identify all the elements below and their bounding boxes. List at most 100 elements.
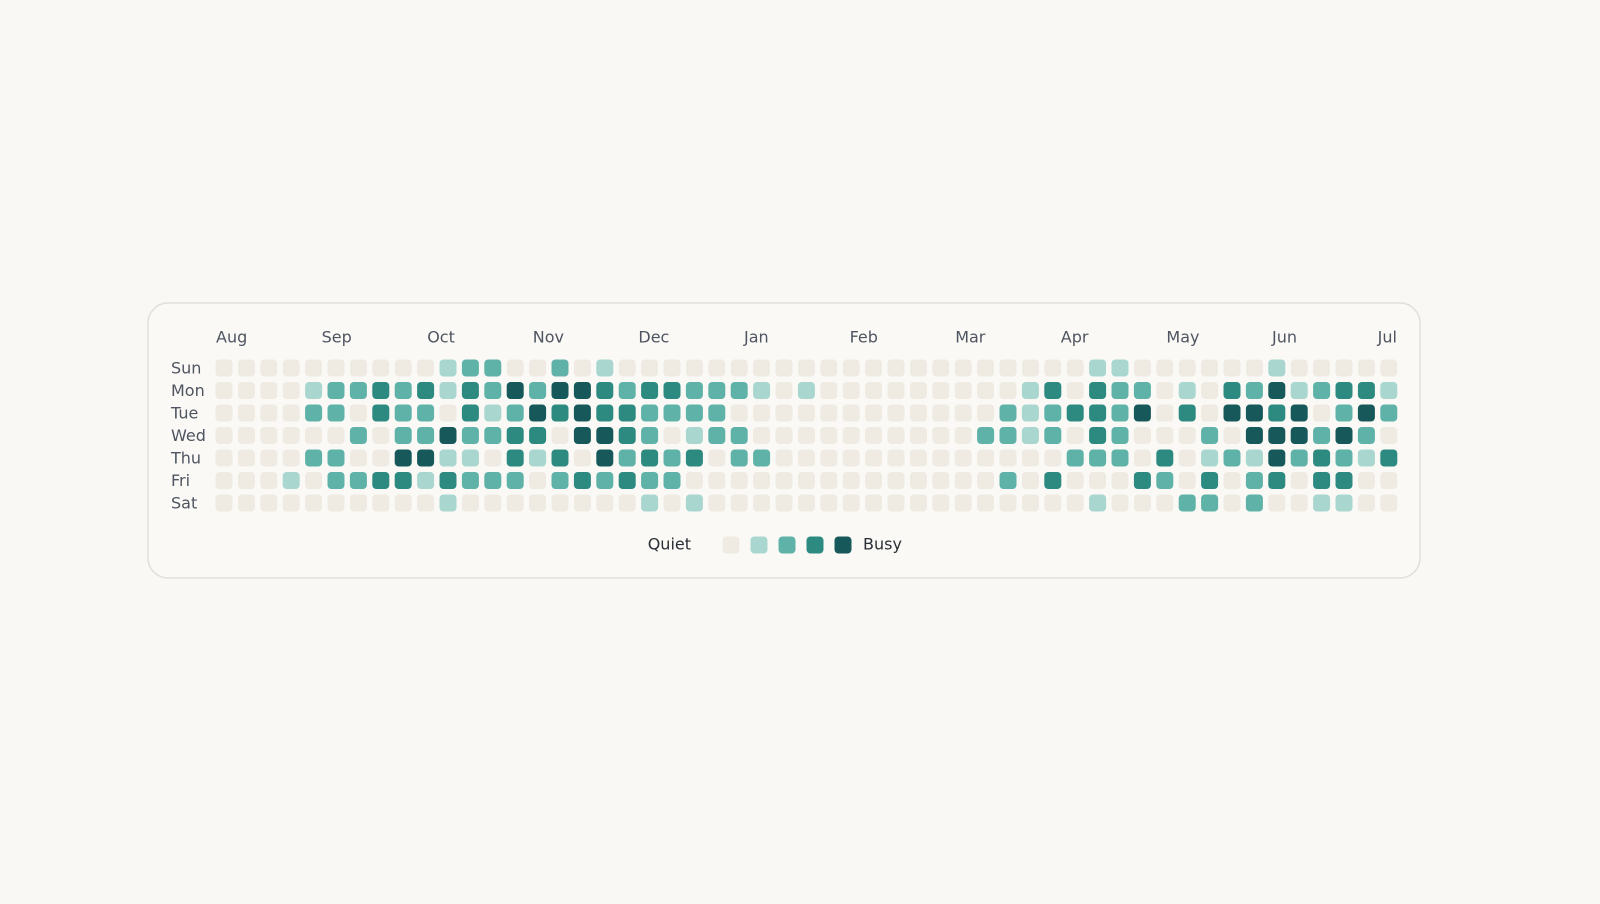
day-cell (1335, 382, 1353, 399)
day-cell (506, 472, 524, 489)
day-cell (237, 404, 255, 422)
day-cell (394, 472, 412, 489)
day-cell (887, 494, 905, 512)
day-cell (461, 494, 479, 512)
day-cell (417, 359, 435, 377)
legend-swatch (834, 536, 852, 554)
day-label: Tue (170, 404, 198, 423)
day-cell (1178, 472, 1196, 489)
day-cell (260, 449, 278, 467)
day-cell (797, 404, 815, 422)
day-cell (529, 382, 547, 399)
day-cell (708, 449, 726, 467)
legend-swatch (806, 536, 824, 554)
day-cell (887, 449, 905, 467)
day-cell (775, 404, 793, 422)
day-cell (439, 449, 457, 467)
day-cell (1066, 382, 1084, 399)
day-cell (1089, 494, 1107, 512)
day-cell (1021, 404, 1039, 422)
month-label: Feb (850, 328, 878, 347)
day-cell (1313, 472, 1331, 489)
month-label: Oct (427, 328, 455, 347)
day-cell (708, 427, 726, 444)
day-cell (1021, 427, 1039, 444)
day-cell (461, 449, 479, 467)
day-cell (641, 427, 659, 444)
day-cell (1335, 494, 1353, 512)
day-cell (909, 472, 927, 489)
day-cell (954, 494, 972, 512)
day-cell (1156, 359, 1174, 377)
day-cell (865, 427, 883, 444)
day-cell (909, 404, 927, 422)
day-cell (260, 382, 278, 399)
day-cell (685, 359, 703, 377)
day-cell (573, 382, 591, 399)
day-cell (1380, 359, 1398, 377)
day-cell (1201, 494, 1219, 512)
day-cell (1201, 449, 1219, 467)
day-cell (1335, 359, 1353, 377)
day-cell (909, 449, 927, 467)
day-cell (1380, 494, 1398, 512)
day-cell (260, 404, 278, 422)
day-cell (1335, 427, 1353, 444)
day-cell (1111, 382, 1129, 399)
day-cell (1066, 359, 1084, 377)
day-cell (1201, 404, 1219, 422)
day-cell (954, 472, 972, 489)
day-cell (932, 404, 950, 422)
day-cell (1133, 404, 1151, 422)
day-cell (596, 359, 614, 377)
day-cell (1313, 404, 1331, 422)
day-cell (954, 449, 972, 467)
day-cell (349, 382, 367, 399)
day-cell (394, 359, 412, 377)
day-cell (215, 404, 233, 422)
day-cell (305, 427, 323, 444)
day-cell (327, 494, 345, 512)
day-cell (820, 382, 838, 399)
day-cell (506, 382, 524, 399)
day-cell (237, 449, 255, 467)
day-cell (618, 494, 636, 512)
day-cell (1380, 404, 1398, 422)
day-cell (237, 359, 255, 377)
month-label: Jul (1377, 328, 1397, 347)
day-cell (461, 472, 479, 489)
day-cell (305, 449, 323, 467)
day-cell (1290, 427, 1308, 444)
day-cell (1357, 404, 1375, 422)
day-cell (999, 427, 1017, 444)
day-cell (1201, 427, 1219, 444)
day-cell (1111, 472, 1129, 489)
month-label: Aug (216, 328, 247, 347)
day-cell (461, 427, 479, 444)
day-cell (685, 427, 703, 444)
day-cell (753, 427, 771, 444)
day-cell (1201, 359, 1219, 377)
day-cell (349, 449, 367, 467)
day-cell (260, 494, 278, 512)
day-cell (1268, 449, 1286, 467)
legend-swatch (778, 536, 796, 554)
month-label: Jan (743, 328, 769, 347)
day-cell (215, 427, 233, 444)
day-cell (1133, 494, 1151, 512)
day-cell (551, 359, 569, 377)
day-cell (573, 494, 591, 512)
day-cell (573, 449, 591, 467)
day-cell (372, 359, 390, 377)
day-cell (506, 359, 524, 377)
day-cell (865, 449, 883, 467)
day-cell (999, 359, 1017, 377)
day-cell (215, 449, 233, 467)
day-cell (1357, 494, 1375, 512)
legend-swatch (750, 536, 768, 554)
day-cell (753, 494, 771, 512)
month-label: Jun (1271, 328, 1297, 347)
day-cell (820, 404, 838, 422)
month-label: May (1166, 328, 1199, 347)
day-cell (977, 472, 995, 489)
